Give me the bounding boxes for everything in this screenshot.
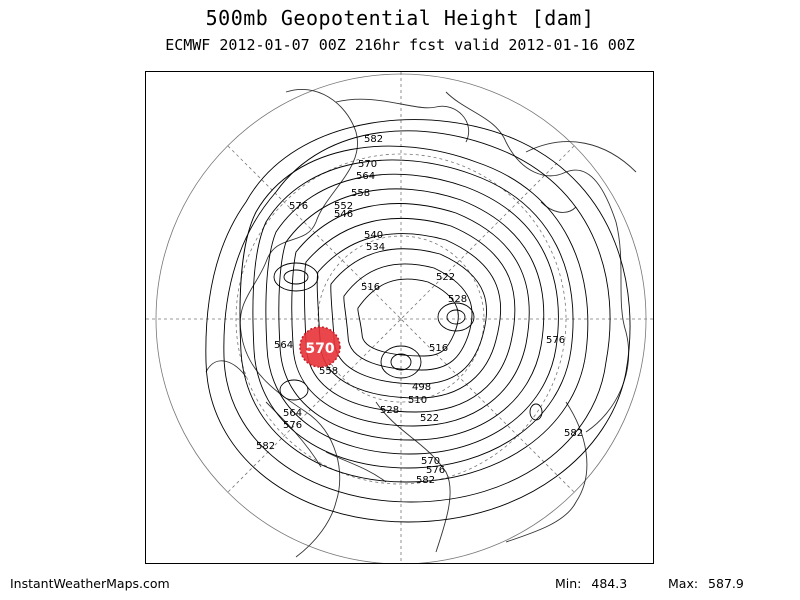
contour-labels: 582 570 564 558 552 546 540 534 576 516 … <box>256 134 583 486</box>
contour-label: 534 <box>366 242 385 253</box>
map-panel: 582 570 564 558 552 546 540 534 576 516 … <box>145 71 654 564</box>
contour-label: 516 <box>429 343 448 354</box>
contour-label: 498 <box>412 382 431 393</box>
contour-line <box>223 130 611 503</box>
contour-label: 540 <box>364 230 383 241</box>
contour-line <box>278 188 545 441</box>
min-value: 484.3 <box>591 576 628 591</box>
contour-label: 528 <box>380 405 399 416</box>
contour-label: 582 <box>364 134 383 145</box>
min-label: Min: <box>555 576 582 591</box>
contour-label: 558 <box>351 188 370 199</box>
max-readout: Max: 587.9 <box>668 576 744 591</box>
greenland-europe <box>375 401 451 553</box>
siberia-coast <box>525 141 637 173</box>
arctic-islands <box>335 98 470 143</box>
coastlines <box>205 88 637 558</box>
contour-line <box>291 203 530 427</box>
contour-line <box>357 278 459 357</box>
low-contour <box>437 302 475 332</box>
contour-line <box>316 233 502 399</box>
contour-label: 528 <box>448 294 467 305</box>
island-outline <box>540 201 577 213</box>
low-contour <box>529 403 543 421</box>
contour-label: 522 <box>420 413 439 424</box>
contour-line <box>252 159 574 469</box>
polar-stereographic-map: 582 570 564 558 552 546 540 534 576 516 … <box>146 72 653 563</box>
low-contour <box>283 269 309 285</box>
contour-line <box>304 217 516 413</box>
contour-line <box>265 173 559 455</box>
contour-label: 510 <box>408 395 427 406</box>
contour-label: 552 <box>334 201 353 212</box>
highlight-circle <box>300 327 340 367</box>
caribbean-coast <box>325 451 387 483</box>
low-contour <box>446 309 466 325</box>
low-contour <box>273 262 319 292</box>
contour-label: 582 <box>256 441 275 452</box>
height-contours <box>205 119 631 523</box>
contour-label: 558 <box>319 366 338 377</box>
north-america-coast <box>239 88 358 558</box>
contour-line <box>330 248 487 385</box>
hawaii-outline <box>205 360 247 378</box>
contour-label: 564 <box>274 340 293 351</box>
highlight-marker: 570 <box>299 326 341 368</box>
contour-label: 516 <box>361 282 380 293</box>
contour-label: 576 <box>283 420 302 431</box>
highlight-ring <box>299 326 341 368</box>
contour-label: 570 <box>358 159 377 170</box>
contour-label: 576 <box>546 335 565 346</box>
site-credit: InstantWeatherMaps.com <box>10 576 170 591</box>
contour-label: 522 <box>436 272 455 283</box>
contour-label: 582 <box>416 475 435 486</box>
map-title: 500mb Geopotential Height [dam] <box>205 6 595 30</box>
max-value: 587.9 <box>708 576 744 591</box>
contour-line <box>239 145 589 483</box>
max-label: Max: <box>668 576 699 591</box>
asia-coast <box>505 401 588 543</box>
contour-line <box>205 119 631 523</box>
low-contour <box>279 379 309 401</box>
low-contour <box>380 345 422 379</box>
contour-label: 576 <box>426 465 445 476</box>
min-readout: Min: 484.3 <box>555 576 627 591</box>
low-contour <box>390 353 412 371</box>
contour-label: 570 <box>421 456 440 467</box>
lat-lon-grid <box>146 72 653 563</box>
contour-label: 582 <box>564 428 583 439</box>
map-subtitle: ECMWF 2012-01-07 00Z 216hr fcst valid 20… <box>165 36 635 54</box>
contour-label: 564 <box>283 408 302 419</box>
highlight-value: 570 <box>305 341 334 357</box>
contour-label: 546 <box>334 209 353 220</box>
eurasia-coast <box>445 91 630 433</box>
contour-label: 564 <box>356 171 375 182</box>
contour-line <box>343 263 473 371</box>
contour-label: 576 <box>289 201 308 212</box>
